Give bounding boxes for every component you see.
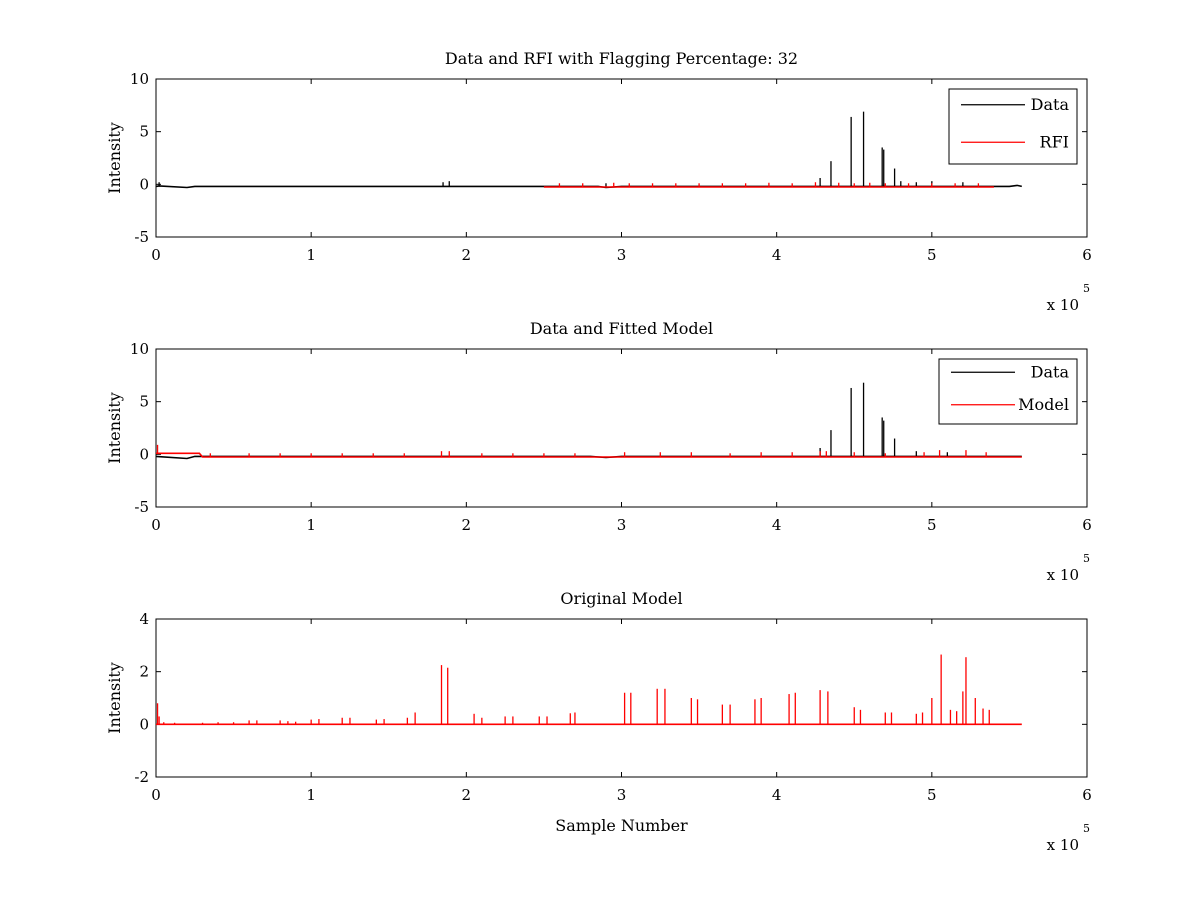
x-multiplier-exponent: 5 (1083, 282, 1090, 295)
x-tick-label: 1 (306, 786, 316, 804)
y-tick-label: 0 (139, 445, 149, 463)
x-tick-label: 4 (772, 786, 782, 804)
x-tick-label: 3 (617, 786, 627, 804)
x-tick-label: 6 (1082, 786, 1092, 804)
plot-area (156, 111, 1022, 189)
x-tick-label: 4 (772, 246, 782, 264)
y-tick-label: -5 (134, 498, 149, 516)
y-tick-label: -5 (134, 228, 149, 246)
axes-box (155, 348, 1088, 508)
x-tick-label: 5 (927, 246, 937, 264)
legend: Data Model (938, 358, 1078, 425)
x-axis-label: Sample Number (555, 816, 688, 835)
x-multiplier-base: x 10 (1047, 566, 1079, 584)
legend-box (948, 88, 1078, 165)
y-tick-label: 4 (139, 610, 149, 628)
series-model (156, 654, 1022, 726)
x-tick-label: 2 (462, 516, 472, 534)
legend: Data RFI (948, 88, 1078, 165)
x-multiplier-base: x 10 (1047, 836, 1079, 854)
x-tick-label: 3 (617, 246, 627, 264)
x-tick-label: 2 (462, 246, 472, 264)
x-tick-label: 1 (306, 516, 316, 534)
y-tick-label: 5 (139, 123, 149, 141)
x-tick-label: 0 (151, 786, 161, 804)
chart-title: Original Model (560, 589, 682, 608)
x-tick-label: 0 (151, 516, 161, 534)
x-tick-label: 3 (617, 516, 627, 534)
plot-area (156, 654, 1022, 726)
series-baseline (156, 452, 1022, 458)
x-tick-label: 2 (462, 786, 472, 804)
legend-box (938, 358, 1078, 425)
y-axis-label: Intensity (105, 122, 124, 194)
legend-entry-label: Data (1031, 95, 1070, 114)
axes-box (155, 618, 1088, 778)
y-tick-label: 10 (130, 340, 149, 358)
legend-entry-label: Data (1031, 362, 1070, 381)
x-tick-label: 4 (772, 516, 782, 534)
legend-entry-label: Model (1018, 395, 1069, 414)
chart-title: Data and RFI with Flagging Percentage: 3… (445, 49, 798, 68)
y-axis-label: Intensity (105, 662, 124, 734)
x-multiplier-exponent: 5 (1083, 552, 1090, 565)
legend-entry-label: RFI (1040, 132, 1069, 151)
x-tick-label: 6 (1082, 246, 1092, 264)
plot-area (156, 382, 1022, 460)
axes-box (155, 78, 1088, 238)
x-multiplier-exponent: 5 (1083, 822, 1090, 835)
x-tick-label: 6 (1082, 516, 1092, 534)
y-tick-label: 0 (139, 715, 149, 733)
x-tick-label: 5 (927, 516, 937, 534)
x-multiplier-base: x 10 (1047, 296, 1079, 314)
y-tick-label: -2 (134, 768, 149, 786)
x-tick-label: 1 (306, 246, 316, 264)
series-model (156, 444, 1022, 458)
x-tick-label: 0 (151, 246, 161, 264)
y-tick-label: 5 (139, 393, 149, 411)
chart-title: Data and Fitted Model (530, 319, 713, 338)
series-rfi (543, 182, 994, 188)
y-tick-label: 10 (130, 70, 149, 88)
y-tick-label: 2 (139, 663, 149, 681)
x-tick-label: 5 (927, 786, 937, 804)
y-tick-label: 0 (139, 175, 149, 193)
y-axis-label: Intensity (105, 392, 124, 464)
